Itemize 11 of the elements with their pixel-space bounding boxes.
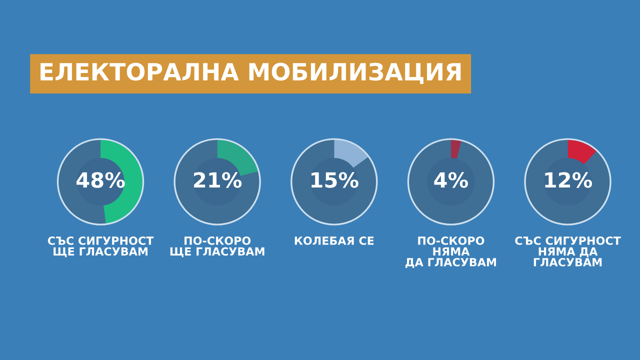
data-label: 12% xyxy=(545,172,592,188)
text: КОЛЕБАЯ СЕ xyxy=(294,236,374,245)
text: СЪС СИГУРНОСТ ЩЕ ГЛАСУВАМ xyxy=(48,236,154,258)
data-label: 15% xyxy=(312,172,358,188)
text: ЕЛЕКТОРАЛНА МОБИЛИЗАЦИЯ xyxy=(40,62,461,84)
text: ПО-СКОРО НЯМА ДА ГЛАСУВАМ xyxy=(406,236,496,268)
data-label: 21% xyxy=(194,172,242,188)
data-label: 4% xyxy=(434,172,468,188)
data-label: 48% xyxy=(76,172,125,188)
text: СЪС СИГУРНОСТ НЯМА ДА ГЛАСУВАМ xyxy=(515,236,621,266)
text: ПО-СКОРО ЩЕ ГЛАСУВАМ xyxy=(170,236,264,258)
